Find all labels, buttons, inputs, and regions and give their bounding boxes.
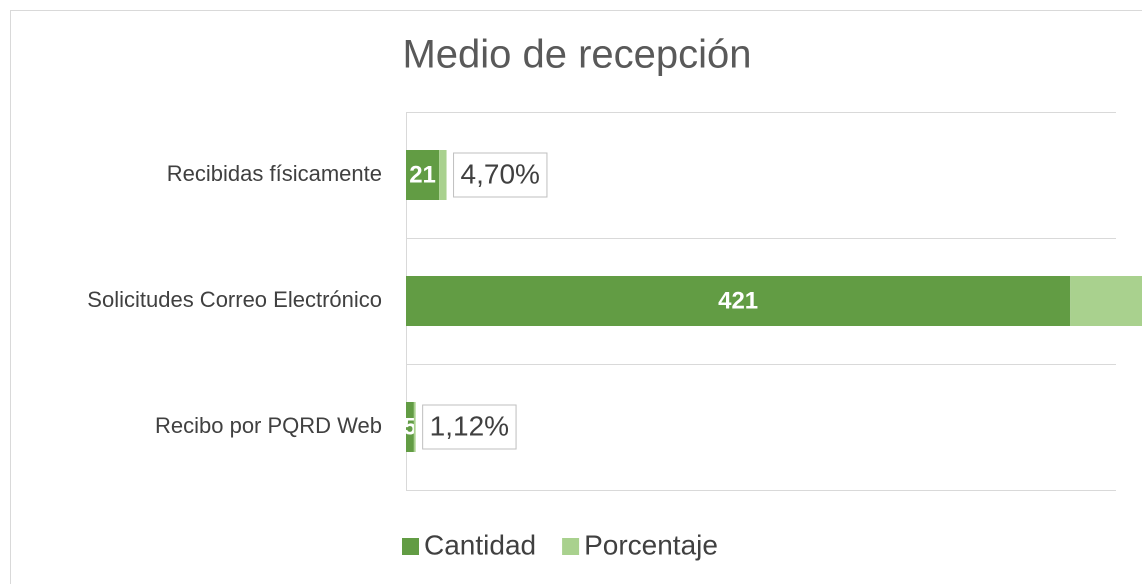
value-label: 4,70%: [461, 158, 540, 189]
value-label-box: [453, 152, 548, 198]
bar: [413, 402, 416, 452]
bar: [406, 276, 1071, 326]
category-label: Recibidas físicamente: [167, 161, 382, 186]
legend-label: Cantidad: [424, 529, 536, 560]
chart-title: Medio de recepción: [402, 33, 751, 77]
bar: [406, 402, 414, 452]
category-label: Solicitudes Correo Electrónico: [87, 287, 382, 312]
value-label-box: [422, 404, 517, 450]
legend-swatch: [402, 538, 419, 555]
bar: [1070, 276, 1142, 326]
value-label: 421: [718, 287, 758, 314]
legend-swatch: [562, 538, 580, 555]
value-label: 5: [403, 413, 416, 440]
category-label: Recibo por PQRD Web: [155, 413, 382, 438]
legend-label: Porcentaje: [584, 529, 718, 560]
bar: [439, 150, 447, 200]
bar: [406, 150, 440, 200]
value-label: 21: [409, 161, 436, 188]
value-label: 1,12%: [430, 410, 509, 441]
